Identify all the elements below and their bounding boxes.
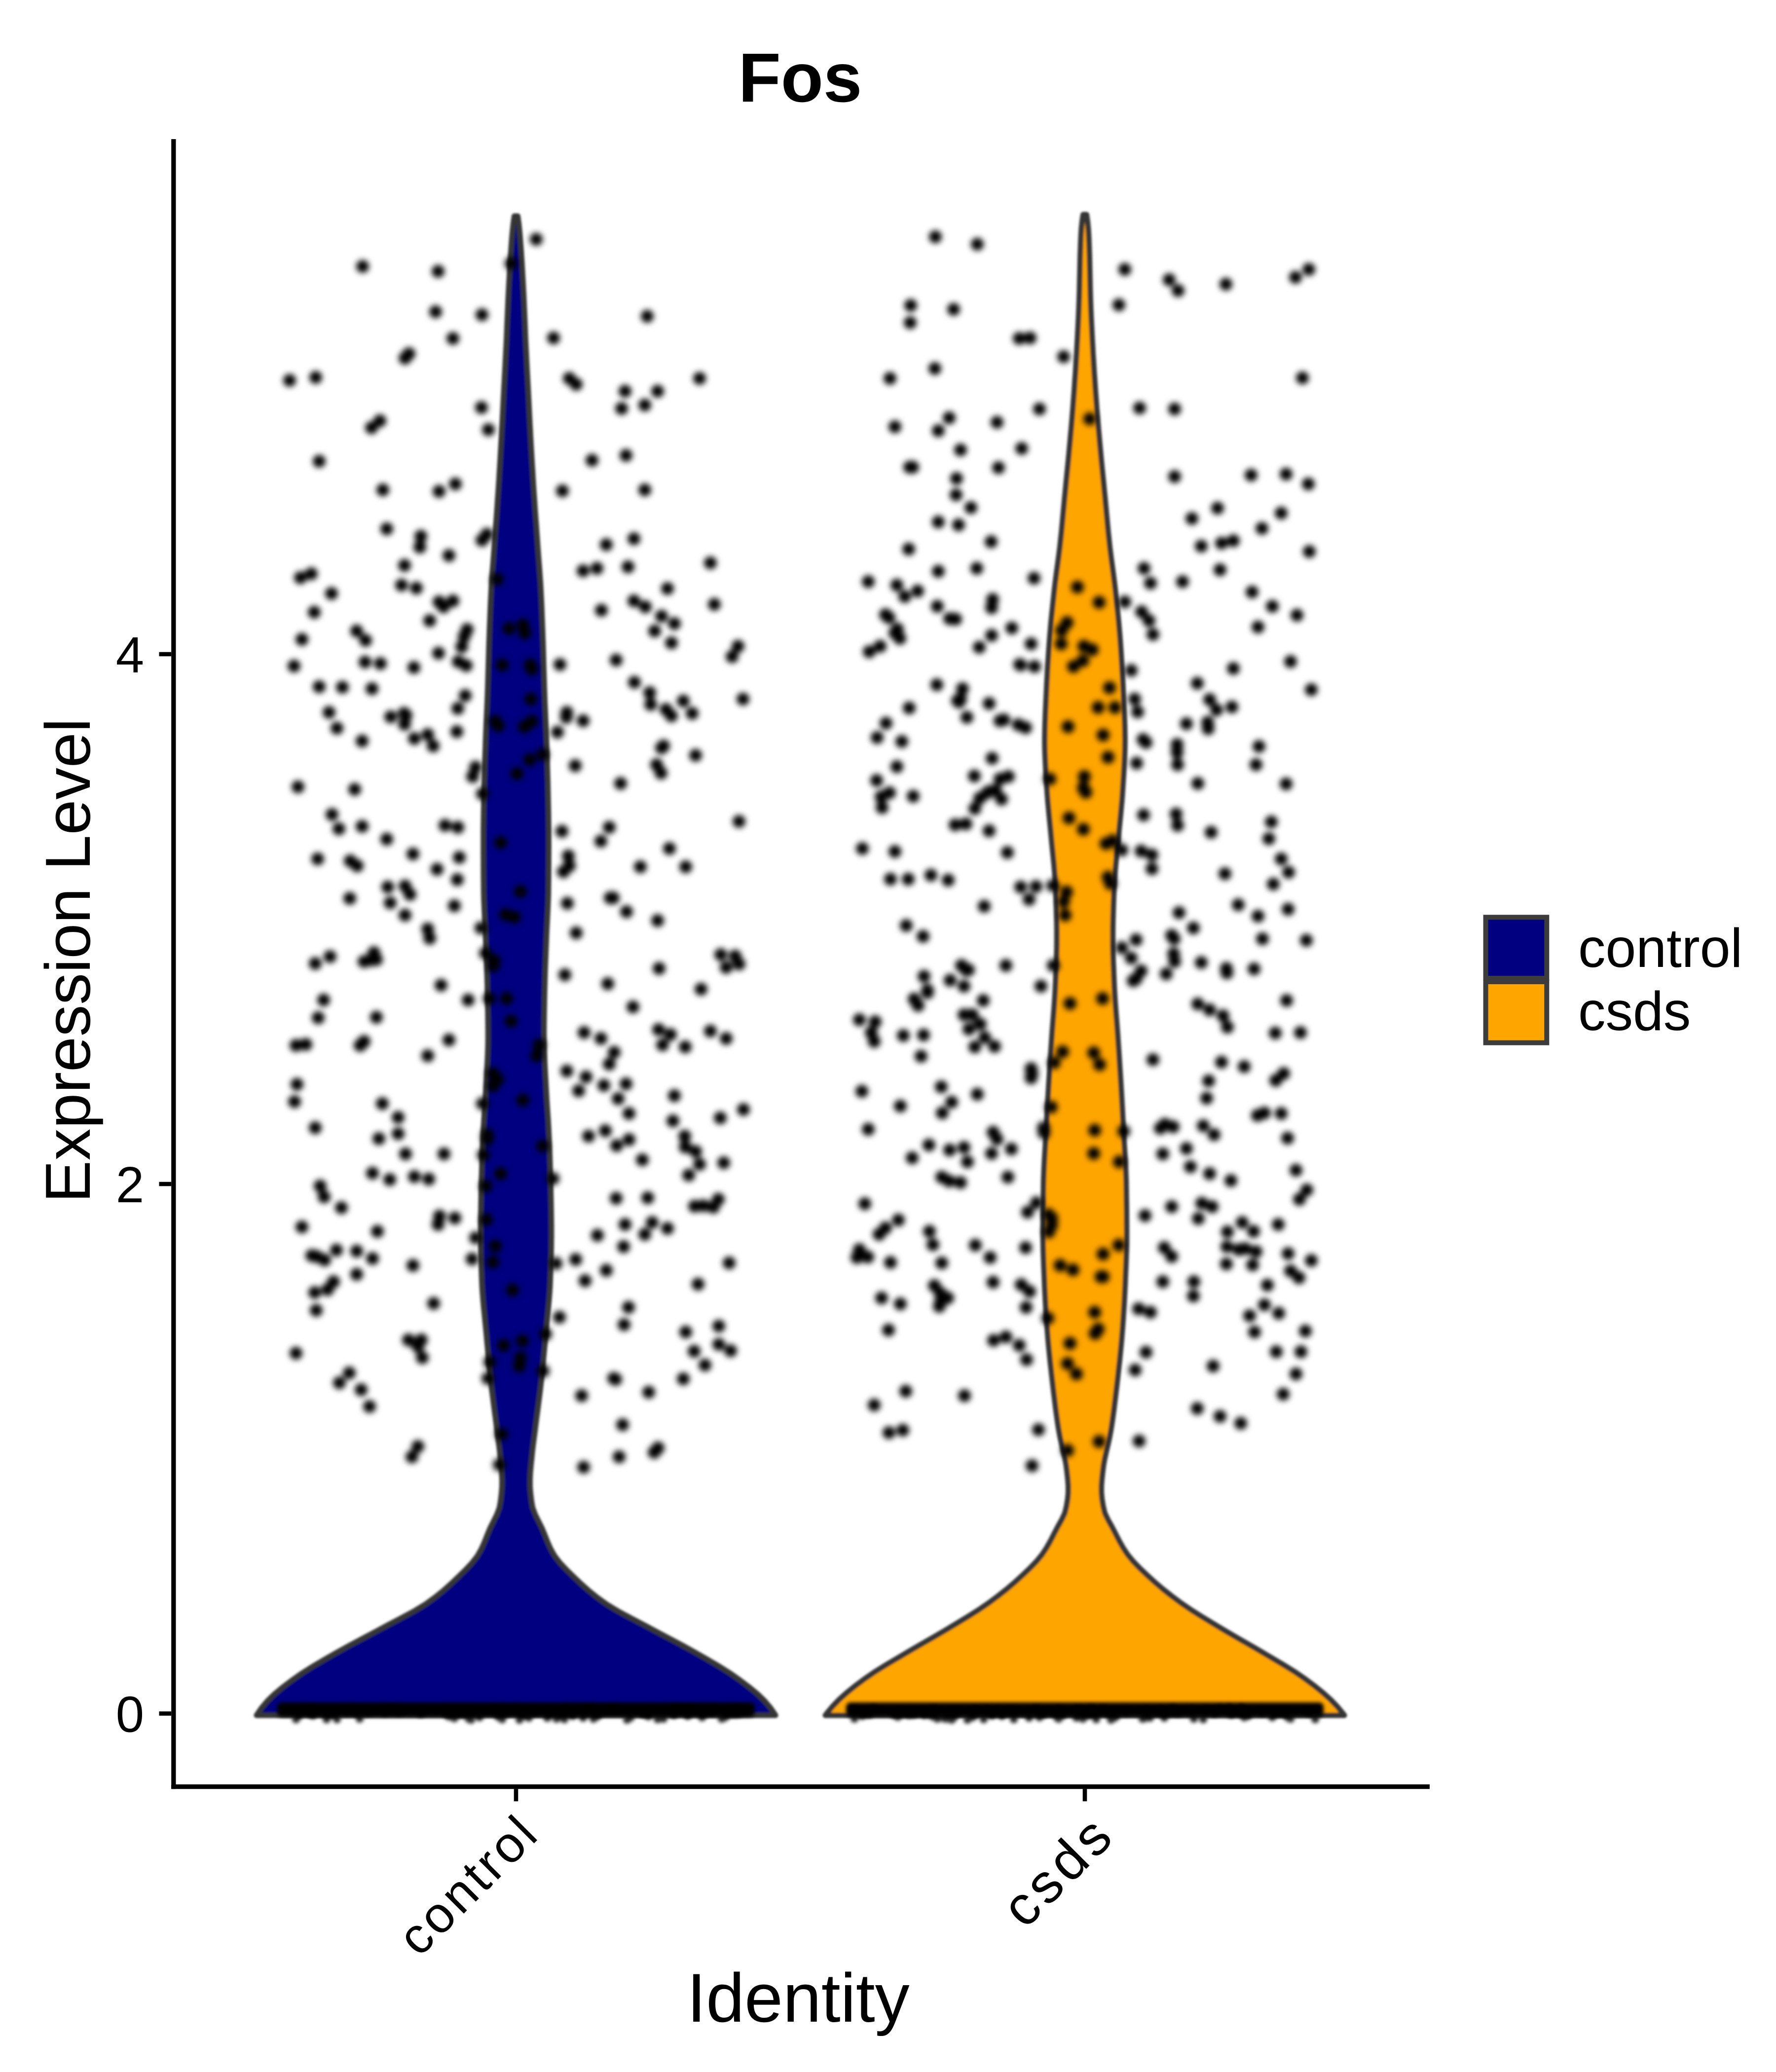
svg-text:csds: csds xyxy=(1578,981,1691,1042)
svg-text:0: 0 xyxy=(116,1686,144,1742)
svg-text:4: 4 xyxy=(116,627,144,683)
svg-text:Expression Level: Expression Level xyxy=(33,718,104,1203)
svg-text:2: 2 xyxy=(116,1156,144,1213)
svg-text:Identity: Identity xyxy=(687,1959,909,2036)
svg-text:control: control xyxy=(1578,918,1742,979)
svg-text:Fos: Fos xyxy=(739,38,862,116)
